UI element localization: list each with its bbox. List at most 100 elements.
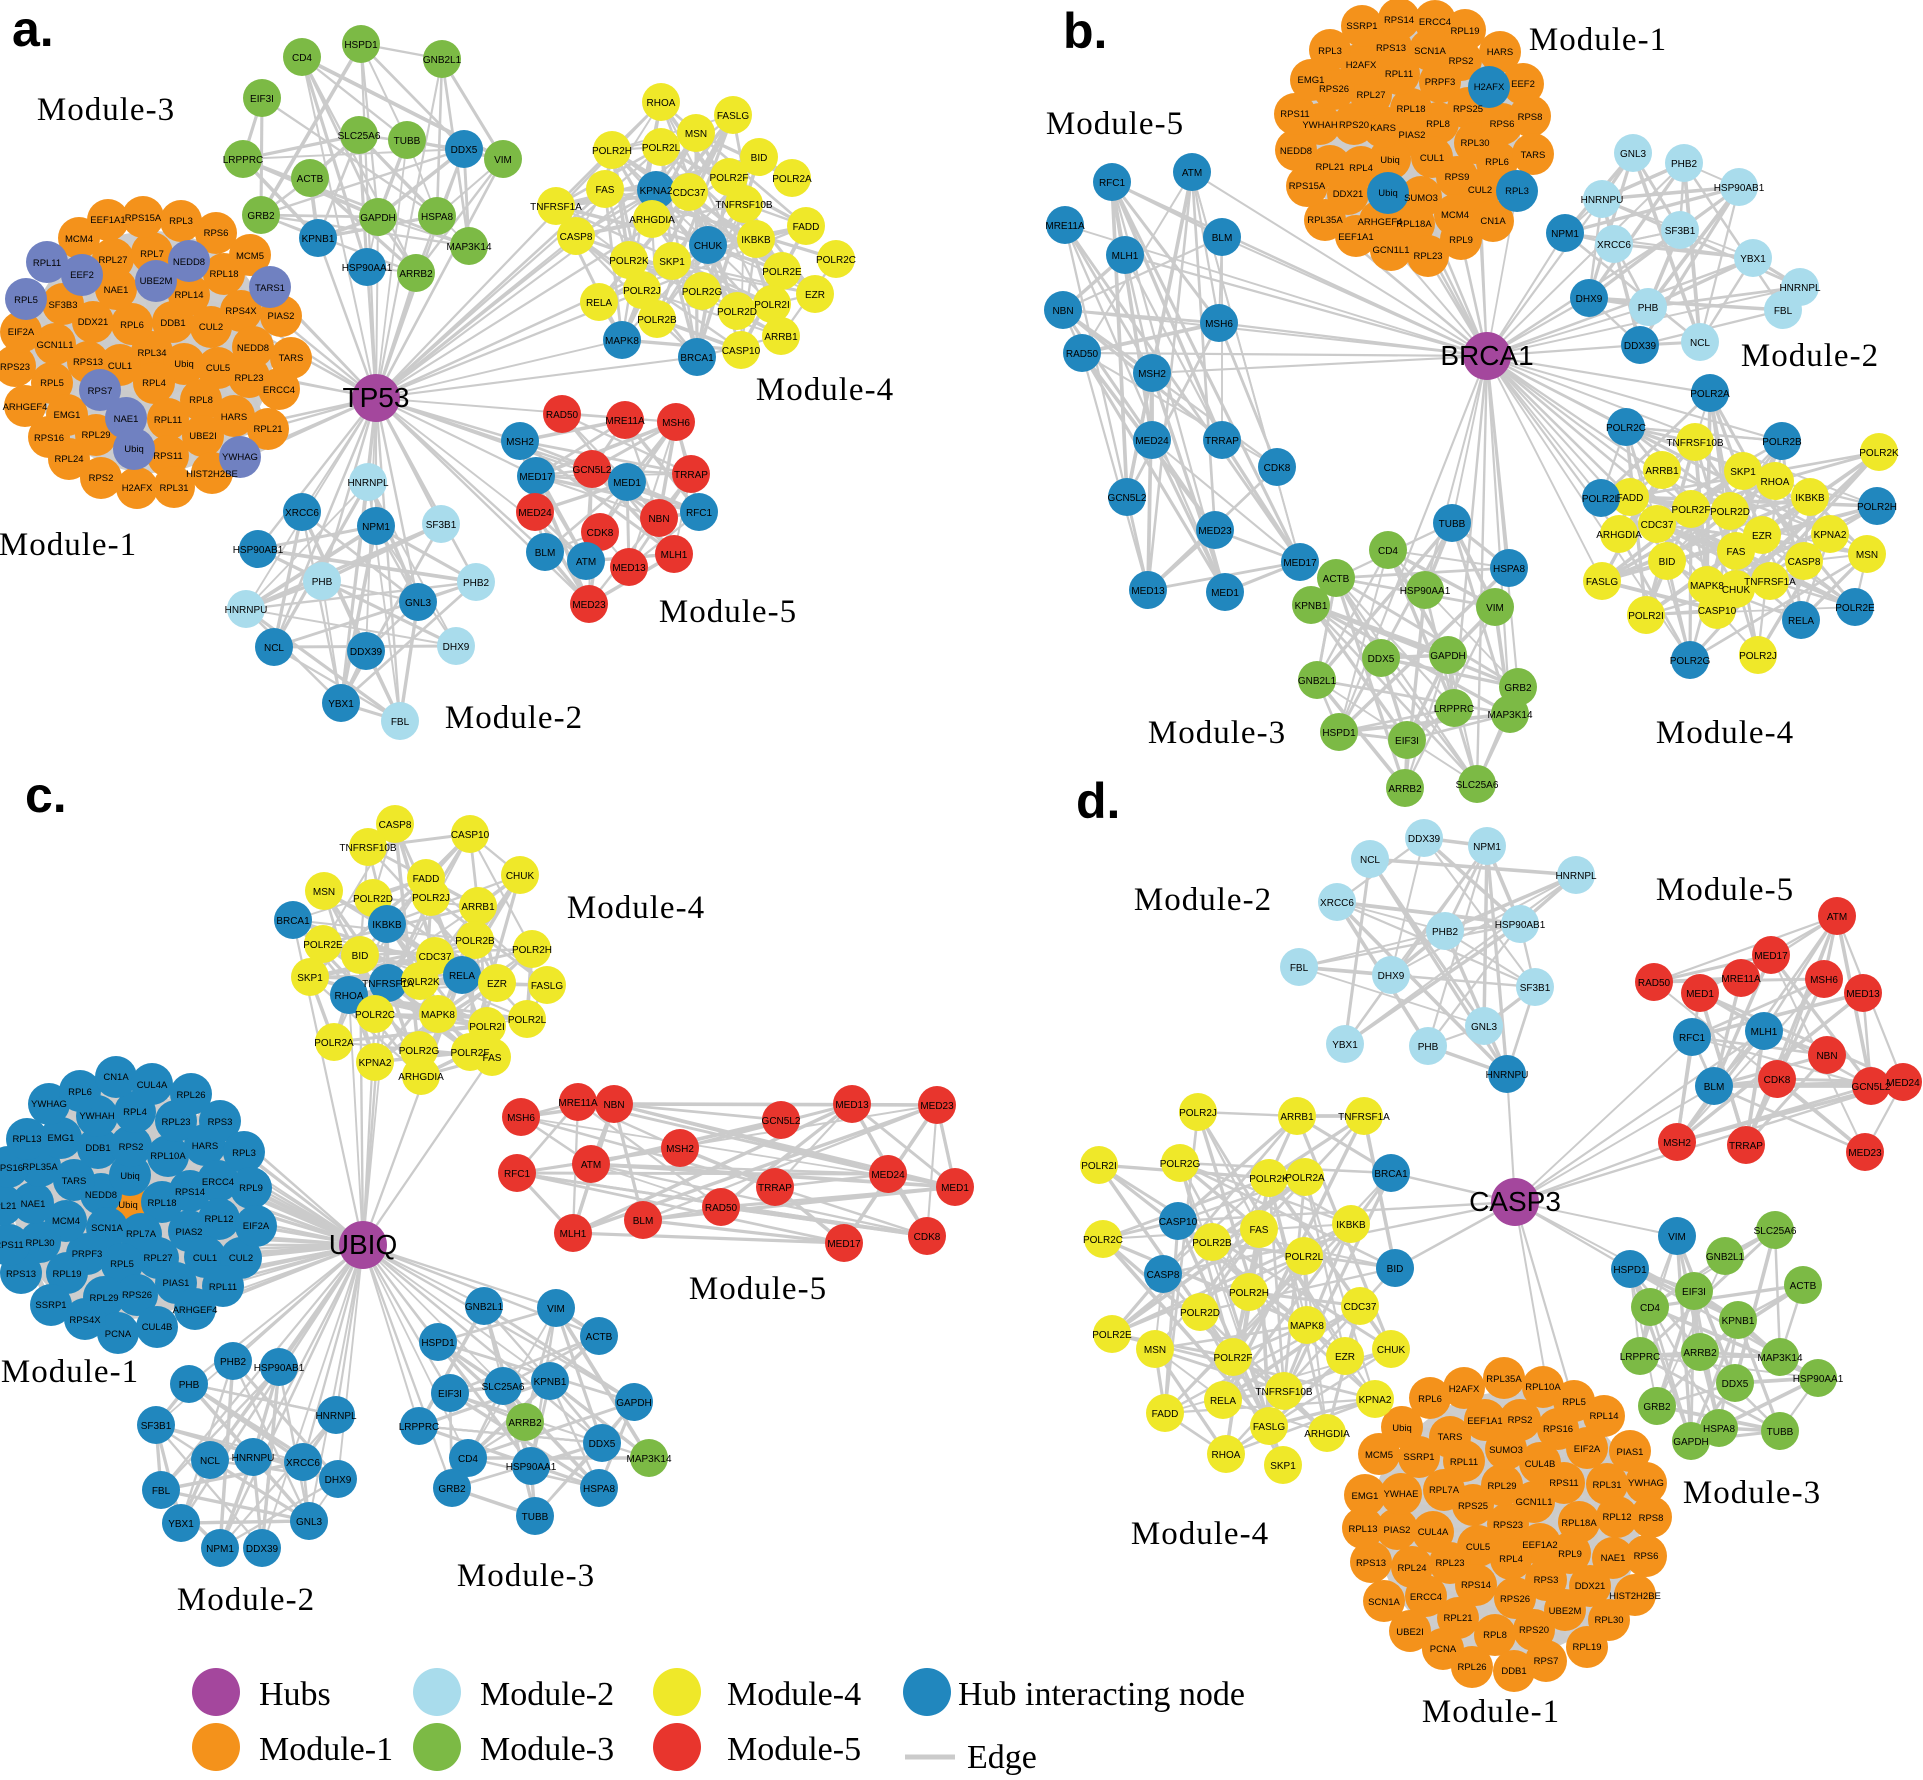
svg-text:POLR2H: POLR2H bbox=[592, 146, 632, 157]
svg-text:SCN1A: SCN1A bbox=[91, 1223, 123, 1234]
svg-text:RPS3: RPS3 bbox=[208, 1117, 233, 1128]
svg-text:RPS14: RPS14 bbox=[175, 1187, 205, 1198]
svg-text:RPS26: RPS26 bbox=[1319, 84, 1349, 95]
svg-text:PHB: PHB bbox=[312, 577, 333, 588]
svg-text:EZR: EZR bbox=[1335, 1352, 1355, 1363]
svg-text:Module-5: Module-5 bbox=[659, 594, 797, 630]
svg-text:RHOA: RHOA bbox=[335, 991, 364, 1002]
svg-text:RPL30: RPL30 bbox=[1594, 1615, 1623, 1626]
svg-text:HSP90AA1: HSP90AA1 bbox=[1400, 586, 1451, 597]
svg-text:MED24: MED24 bbox=[871, 1170, 905, 1181]
svg-text:GNB2L1: GNB2L1 bbox=[465, 1302, 504, 1313]
svg-text:NEDD8: NEDD8 bbox=[1280, 146, 1312, 157]
svg-text:Module-1: Module-1 bbox=[259, 1731, 393, 1768]
svg-text:HSPA8: HSPA8 bbox=[421, 212, 453, 223]
svg-text:RPL12: RPL12 bbox=[1602, 1512, 1631, 1523]
svg-text:UBE2M: UBE2M bbox=[140, 276, 173, 287]
svg-text:CUL4B: CUL4B bbox=[142, 1322, 173, 1333]
svg-text:EMG1: EMG1 bbox=[1298, 75, 1325, 86]
svg-text:POLR2F: POLR2F bbox=[710, 173, 749, 184]
svg-text:ARHGDIA: ARHGDIA bbox=[1596, 530, 1642, 541]
svg-text:RPL11: RPL11 bbox=[1450, 1457, 1478, 1468]
svg-text:HNRNPL: HNRNPL bbox=[1555, 871, 1597, 882]
svg-text:MAP3K14: MAP3K14 bbox=[1757, 1353, 1802, 1364]
svg-text:NEDD8: NEDD8 bbox=[85, 1190, 117, 1201]
svg-text:FADD: FADD bbox=[1617, 493, 1644, 504]
svg-text:CDK8: CDK8 bbox=[587, 528, 614, 539]
svg-text:RPL26: RPL26 bbox=[1457, 1662, 1486, 1673]
svg-text:KPNB1: KPNB1 bbox=[534, 1377, 567, 1388]
svg-text:RPS4X: RPS4X bbox=[225, 306, 257, 317]
svg-text:HNRNPU: HNRNPU bbox=[1486, 1070, 1529, 1081]
svg-text:MED24: MED24 bbox=[518, 508, 552, 519]
svg-text:TUBB: TUBB bbox=[1767, 1427, 1794, 1438]
svg-text:HARS: HARS bbox=[1487, 47, 1513, 58]
svg-text:PIAS1: PIAS1 bbox=[1617, 1447, 1644, 1458]
svg-text:POLR2B: POLR2B bbox=[455, 936, 495, 947]
svg-text:RPL27: RPL27 bbox=[98, 255, 127, 266]
svg-text:RPS6: RPS6 bbox=[1634, 1551, 1659, 1562]
svg-text:TNFRSF10B: TNFRSF10B bbox=[1666, 438, 1724, 449]
svg-text:a.: a. bbox=[12, 1, 54, 57]
svg-text:H2AFX: H2AFX bbox=[122, 483, 153, 494]
svg-text:MED17: MED17 bbox=[1754, 951, 1788, 962]
svg-text:NBN: NBN bbox=[1816, 1051, 1837, 1062]
svg-text:POLR2K: POLR2K bbox=[609, 256, 649, 267]
svg-text:MCM4: MCM4 bbox=[1441, 210, 1469, 221]
svg-text:RPL3: RPL3 bbox=[232, 1148, 256, 1159]
svg-text:CDK8: CDK8 bbox=[1264, 463, 1291, 474]
svg-text:RPS16: RPS16 bbox=[0, 1163, 23, 1174]
svg-text:NPM1: NPM1 bbox=[206, 1544, 234, 1555]
svg-text:POLR2C: POLR2C bbox=[355, 1010, 395, 1021]
svg-text:RELA: RELA bbox=[449, 971, 475, 982]
svg-text:RPL13: RPL13 bbox=[1348, 1524, 1377, 1535]
svg-text:EEF1A1: EEF1A1 bbox=[1338, 232, 1373, 243]
svg-text:POLR2J: POLR2J bbox=[623, 286, 661, 297]
svg-text:EIF3I: EIF3I bbox=[1682, 1287, 1706, 1298]
svg-text:HIST2H2BE: HIST2H2BE bbox=[186, 469, 238, 480]
svg-text:RPL6: RPL6 bbox=[1418, 1394, 1442, 1405]
svg-text:TNFRSF10B: TNFRSF10B bbox=[1255, 1387, 1313, 1398]
svg-text:YWHAE: YWHAE bbox=[1384, 1489, 1419, 1500]
svg-text:GNB2L1: GNB2L1 bbox=[1706, 1252, 1745, 1263]
svg-text:RPS7: RPS7 bbox=[1534, 1656, 1559, 1667]
svg-text:MED1: MED1 bbox=[1686, 989, 1714, 1000]
svg-text:TARS1: TARS1 bbox=[255, 283, 285, 294]
svg-text:RPS2: RPS2 bbox=[1449, 56, 1474, 67]
svg-text:TP53: TP53 bbox=[343, 382, 410, 413]
svg-text:BID: BID bbox=[751, 153, 768, 164]
svg-text:YBX1: YBX1 bbox=[168, 1519, 194, 1530]
svg-text:BRCA1: BRCA1 bbox=[680, 353, 714, 364]
svg-text:RPL9: RPL9 bbox=[1558, 1549, 1582, 1560]
svg-text:RPL21: RPL21 bbox=[1315, 162, 1344, 173]
svg-text:RPL5: RPL5 bbox=[14, 295, 38, 306]
svg-text:MSH6: MSH6 bbox=[507, 1113, 535, 1124]
svg-text:Module-2: Module-2 bbox=[177, 1582, 315, 1618]
svg-text:HARS: HARS bbox=[221, 412, 247, 423]
svg-text:NEDD8: NEDD8 bbox=[237, 343, 269, 354]
svg-text:CD4: CD4 bbox=[292, 53, 312, 64]
svg-text:GNL3: GNL3 bbox=[1620, 149, 1647, 160]
svg-text:POLR2I: POLR2I bbox=[1081, 1161, 1117, 1172]
svg-text:RPL24: RPL24 bbox=[1397, 1563, 1426, 1574]
svg-text:GAPDH: GAPDH bbox=[1430, 651, 1466, 662]
svg-text:POLR2C: POLR2C bbox=[816, 255, 856, 266]
svg-text:POLR2G: POLR2G bbox=[1670, 656, 1711, 667]
svg-text:PRPF3: PRPF3 bbox=[1425, 77, 1456, 88]
svg-text:Ubiq: Ubiq bbox=[1380, 155, 1400, 166]
svg-text:SUMO3: SUMO3 bbox=[1404, 193, 1438, 204]
svg-text:Ubiq: Ubiq bbox=[1392, 1423, 1412, 1434]
svg-text:PIAS2: PIAS2 bbox=[268, 311, 295, 322]
svg-text:BID: BID bbox=[352, 951, 369, 962]
svg-text:Module-5: Module-5 bbox=[689, 1271, 827, 1307]
svg-text:HSPA8: HSPA8 bbox=[1703, 1424, 1735, 1435]
svg-text:YBX1: YBX1 bbox=[1740, 254, 1766, 265]
svg-text:RFC1: RFC1 bbox=[1099, 178, 1126, 189]
svg-text:MAP3K14: MAP3K14 bbox=[626, 1454, 671, 1465]
svg-text:ARHGDIA: ARHGDIA bbox=[398, 1072, 444, 1083]
svg-text:GNB2L1: GNB2L1 bbox=[423, 55, 462, 66]
svg-text:EIF2A: EIF2A bbox=[243, 1221, 270, 1232]
svg-text:YBX1: YBX1 bbox=[1332, 1040, 1358, 1051]
svg-text:ARRB2: ARRB2 bbox=[1388, 784, 1422, 795]
svg-text:MSH2: MSH2 bbox=[1138, 369, 1166, 380]
